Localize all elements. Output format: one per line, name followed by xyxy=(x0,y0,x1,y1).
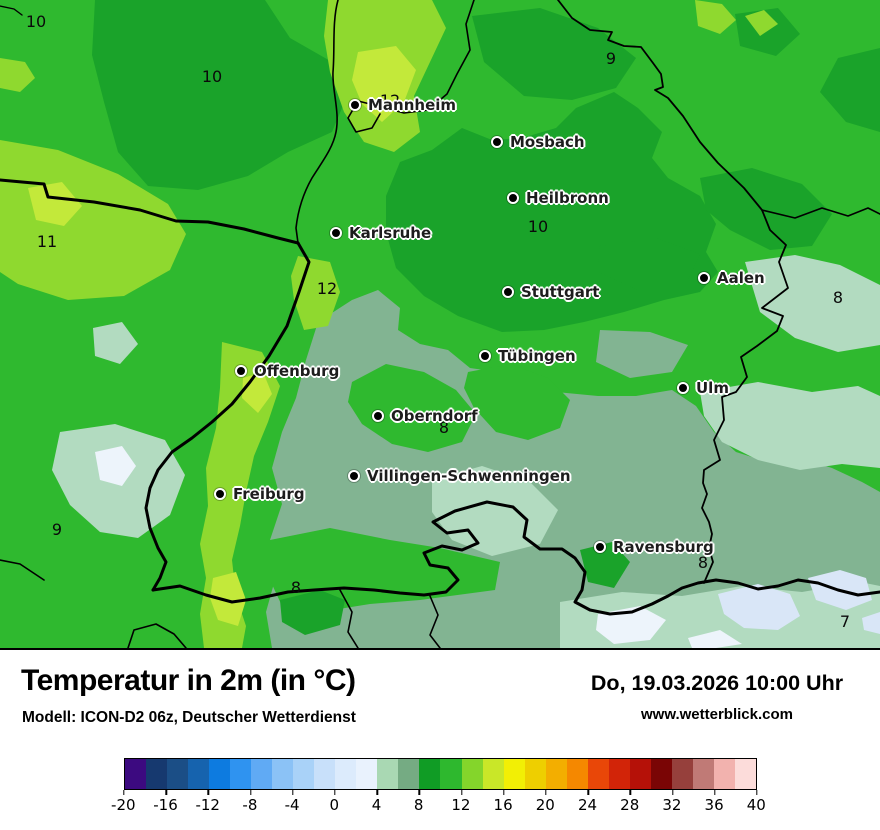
legend-segment xyxy=(692,759,714,789)
legend-tick: 24 xyxy=(578,790,597,814)
legend-tick-label: -4 xyxy=(284,796,300,814)
legend-segment xyxy=(398,759,420,789)
legend-tick-label: 0 xyxy=(329,796,340,814)
legend-tick-label: 32 xyxy=(662,796,682,814)
temperature-map: 10 10 12 9 10 11 12 8 8 9 8 8 7 Mannheim Mosbach Heilb… xyxy=(0,0,880,650)
legend-segment xyxy=(188,759,210,789)
legend-tick-label: 20 xyxy=(535,796,555,814)
legend-tick: -4 xyxy=(285,790,300,814)
legend-tick: 16 xyxy=(494,790,513,814)
legend-segment xyxy=(335,759,357,789)
legend-segment xyxy=(314,759,336,789)
legend-tick-label: 4 xyxy=(371,796,382,814)
legend-segment xyxy=(440,759,462,789)
legend-tick: 0 xyxy=(330,790,339,814)
legend-segment xyxy=(482,759,504,789)
legend-segment xyxy=(293,759,315,789)
legend-segment xyxy=(524,759,546,789)
page-title: Temperatur in 2m (in °C) xyxy=(21,664,356,697)
legend-tick-label: 16 xyxy=(493,796,513,814)
legend-segment xyxy=(545,759,567,789)
legend-segment xyxy=(125,759,147,789)
temperature-color-scale xyxy=(124,758,757,790)
legend-tick: 4 xyxy=(372,790,381,814)
legend-segment xyxy=(629,759,651,789)
legend-segment xyxy=(209,759,231,789)
legend-segment xyxy=(167,759,189,789)
legend-tick: 12 xyxy=(451,790,470,814)
legend-tick-label: -16 xyxy=(153,796,178,814)
model-info: Modell: ICON-D2 06z, Deutscher Wetterdie… xyxy=(22,709,356,726)
legend-segment xyxy=(272,759,294,789)
map-footer: Temperatur in 2m (in °C) Modell: ICON-D2… xyxy=(0,650,880,830)
border-lines xyxy=(0,0,880,648)
forecast-datetime: Do, 19.03.2026 10:00 Uhr xyxy=(590,671,844,695)
legend-tick: 28 xyxy=(620,790,639,814)
legend-tick: 8 xyxy=(414,790,423,814)
legend-segment xyxy=(356,759,378,789)
legend-tick-label: 8 xyxy=(413,796,424,814)
legend-segment xyxy=(650,759,672,789)
legend-tick: -20 xyxy=(111,790,136,814)
legend-segment xyxy=(608,759,630,789)
legend-segment xyxy=(587,759,609,789)
legend-tick: -8 xyxy=(242,790,257,814)
legend-segment xyxy=(419,759,441,789)
website-url: www.wetterblick.com xyxy=(641,706,793,723)
terrain-dark-green-patches xyxy=(92,0,880,332)
map-graphic xyxy=(0,0,880,648)
legend-tick: 36 xyxy=(705,790,724,814)
legend-tick-label: -8 xyxy=(242,796,258,814)
legend-segment xyxy=(230,759,252,789)
legend-tick: 20 xyxy=(536,790,555,814)
legend-tick-label: -12 xyxy=(195,796,220,814)
legend-segment xyxy=(251,759,273,789)
legend-tick-label: 40 xyxy=(746,796,766,814)
legend-segment xyxy=(377,759,399,789)
legend-segment xyxy=(146,759,168,789)
legend-tick-label: -20 xyxy=(111,796,136,814)
legend-tick-label: 36 xyxy=(704,796,724,814)
legend-segment xyxy=(713,759,735,789)
legend-segment xyxy=(734,759,756,789)
legend-segment xyxy=(461,759,483,789)
legend-tick: -16 xyxy=(153,790,178,814)
legend-segment xyxy=(503,759,525,789)
legend-segment xyxy=(671,759,693,789)
legend-tick: 32 xyxy=(662,790,681,814)
legend-tick-label: 24 xyxy=(577,796,598,814)
legend-tick: -12 xyxy=(195,790,220,814)
legend-segment xyxy=(566,759,588,789)
footer-right-block: Do, 19.03.2026 10:00 Uhr www.wetterblick… xyxy=(572,671,862,723)
legend-tick-label: 28 xyxy=(620,796,640,814)
legend-tick: 40 xyxy=(747,790,766,814)
terrain-dark-detail-patches xyxy=(280,542,630,635)
legend-tick-label: 12 xyxy=(451,796,471,814)
